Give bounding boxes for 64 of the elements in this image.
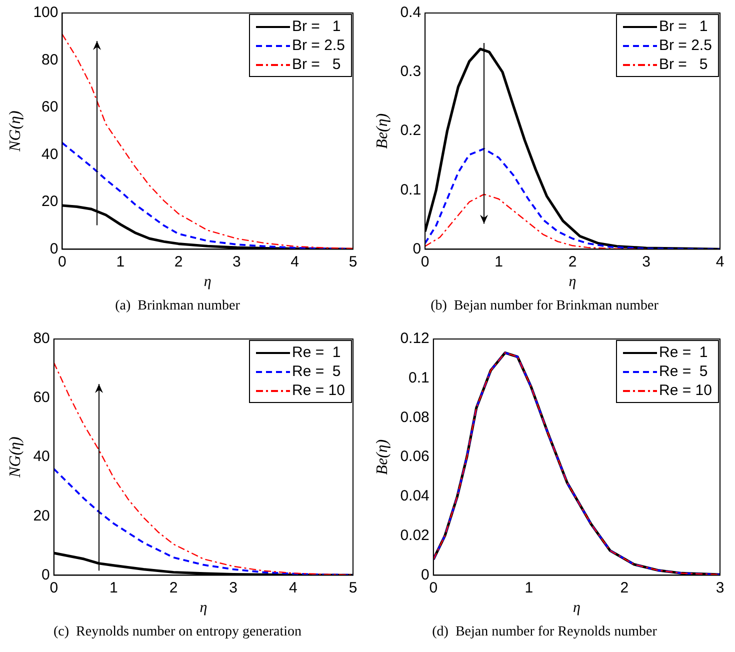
legend-label: Re = 1	[292, 343, 341, 362]
y-tick-label: 0.1	[408, 370, 430, 387]
x-tick-label: 1	[524, 579, 534, 596]
x-tick-label: 4	[716, 253, 724, 270]
x-tick-label: 5	[348, 253, 358, 270]
x-tick-label: 2	[169, 579, 178, 596]
y-tick-label: 0.3	[400, 63, 422, 80]
x-tick-label: 1	[110, 579, 118, 596]
y-tick-label: 0.12	[400, 330, 430, 348]
legend-label: Re = 10	[292, 381, 345, 400]
legend-label: Re = 5	[292, 362, 341, 381]
x-tick-label: 5	[348, 579, 358, 596]
y-tick-label: 0	[50, 240, 58, 258]
y-tick-label: 80	[42, 51, 58, 68]
y-tick-label: 0.08	[400, 408, 430, 426]
legend-label: Br = 5	[292, 55, 341, 74]
y-tick-label: 20	[33, 507, 50, 524]
y-tick-label: 0.4	[400, 4, 422, 22]
y-tick-label: 40	[42, 146, 58, 163]
x-axis-title: η	[568, 274, 576, 290]
y-tick-label: 0.02	[400, 526, 430, 544]
x-tick-label: 4	[289, 579, 298, 596]
x-tick-label: 2	[620, 579, 629, 596]
y-axis-title: NG(η)	[6, 436, 24, 479]
y-tick-label: 100	[33, 4, 58, 22]
legend-label: Re = 1	[659, 343, 708, 362]
x-tick-label: 2	[568, 253, 577, 270]
x-axis-title: η	[572, 600, 580, 616]
legend-label: Br = 2.5	[659, 36, 712, 55]
legend-label: Br = 2.5	[292, 36, 345, 55]
x-tick-label: 3	[232, 253, 241, 270]
x-axis-title: η	[200, 600, 208, 616]
text: (a) Brinkman number	[115, 298, 240, 314]
y-tick-label: 60	[33, 389, 50, 406]
x-tick-label: 3	[642, 253, 650, 270]
x-tick-label: 3	[229, 579, 238, 596]
y-tick-label: 0	[42, 566, 50, 584]
x-tick-label: 1	[116, 253, 125, 270]
text: (c) Reynolds number on entropy generation	[53, 624, 302, 640]
y-tick-label: 40	[33, 448, 50, 466]
legend-label: Br = 1	[292, 17, 341, 36]
y-tick-label: 0	[421, 566, 430, 584]
legend-label: Re = 10	[659, 381, 712, 400]
legend-label: Br = 5	[659, 55, 708, 74]
y-axis-title: Be(η)	[374, 113, 391, 149]
legend-label: Br = 1	[659, 17, 708, 36]
y-tick-label: 80	[33, 330, 50, 348]
y-tick-label: 20	[42, 193, 58, 210]
text: (b) Bejan number for Brinkman number	[430, 298, 659, 314]
x-tick-label: 3	[716, 579, 724, 596]
x-tick-label: 2	[174, 253, 183, 270]
y-tick-label: 0.06	[400, 448, 430, 466]
x-tick-label: 1	[494, 253, 503, 270]
y-tick-label: 0	[412, 240, 422, 258]
y-tick-label: 0.1	[400, 181, 422, 198]
y-tick-label: 0.04	[400, 488, 430, 505]
x-axis-title: η	[204, 274, 212, 290]
y-axis-title: Be(η)	[374, 439, 391, 475]
text: (d) Bejan number for Reynolds number	[432, 624, 658, 640]
legend-label: Re = 5	[659, 362, 708, 381]
y-axis-title: NG(η)	[6, 110, 24, 153]
y-tick-label: 0.2	[400, 122, 422, 140]
y-tick-label: 60	[42, 98, 58, 116]
x-tick-label: 4	[290, 253, 300, 270]
